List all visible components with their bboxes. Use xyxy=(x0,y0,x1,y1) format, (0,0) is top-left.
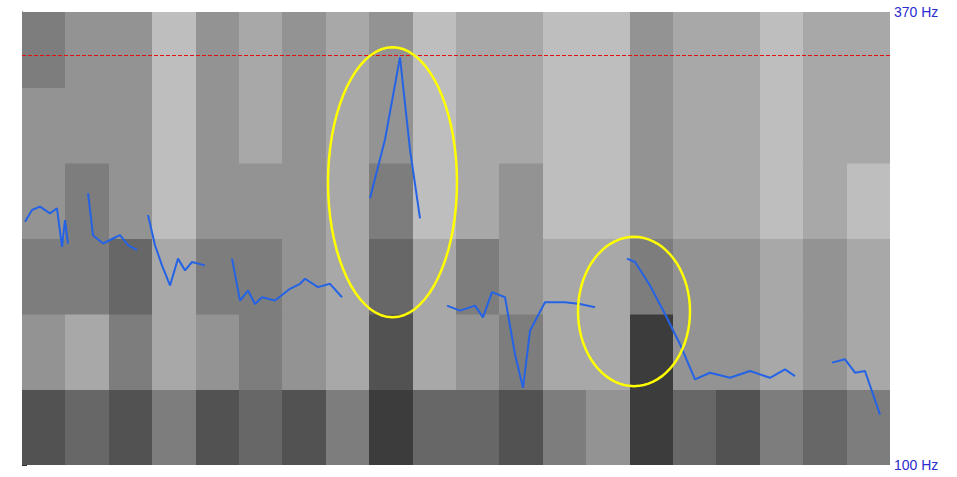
svg-text:100 Hz: 100 Hz xyxy=(894,457,938,473)
svg-text:370 Hz: 370 Hz xyxy=(894,4,938,20)
